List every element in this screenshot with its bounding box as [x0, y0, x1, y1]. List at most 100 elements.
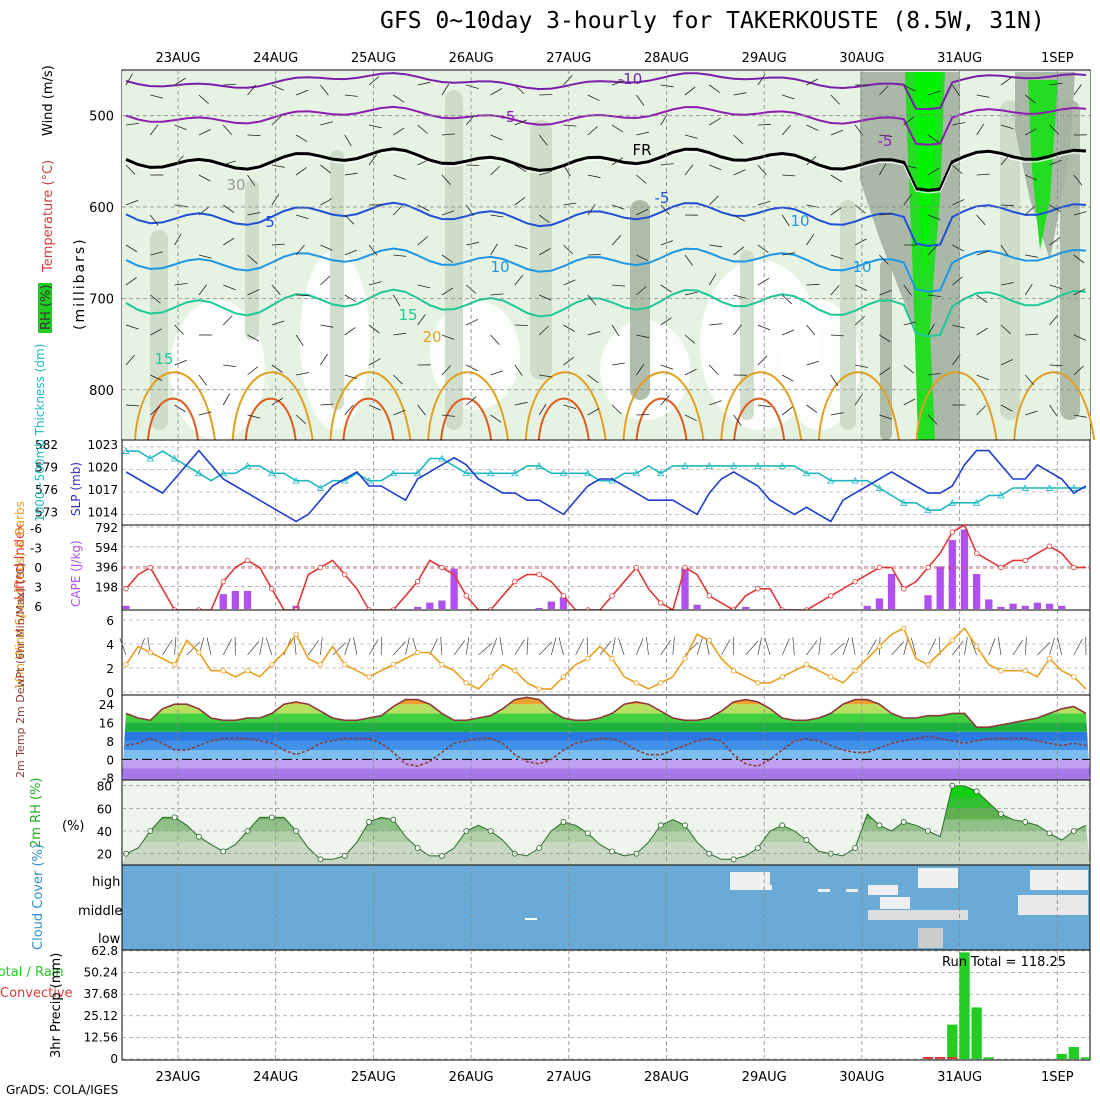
wind-speed-line-marker	[706, 637, 712, 644]
cape-bar	[863, 605, 871, 609]
thickness-line-marker	[754, 462, 762, 469]
wind10m-barb	[307, 640, 319, 656]
contour-20-arc	[720, 371, 803, 441]
wind-barb	[223, 237, 235, 246]
wind-barb	[757, 123, 771, 126]
wind10m-barb	[1057, 637, 1063, 656]
wind-barb	[611, 404, 622, 415]
precip-conv-bar	[947, 1057, 958, 1059]
contour-25-arc	[440, 397, 493, 441]
wind-barb	[466, 84, 479, 89]
wind-barb	[490, 414, 502, 423]
wind-barb	[611, 324, 620, 337]
wind-barb	[295, 89, 309, 96]
wind-barb	[1049, 82, 1063, 86]
thickness-line-marker	[851, 476, 859, 484]
wind-barb	[563, 244, 574, 255]
cape-bars	[122, 529, 1066, 609]
temp-tick: -8	[102, 772, 114, 786]
cape-bar	[547, 601, 555, 609]
wind-barb	[1000, 77, 1012, 86]
lifted-index-line-marker	[876, 564, 883, 571]
li-tick: 3	[34, 581, 42, 595]
wind-barb	[514, 196, 526, 206]
cape-bar	[1045, 603, 1054, 609]
precip-tick: 12.56	[84, 1030, 118, 1044]
cloud-panel: high middle low Cloud Cover (%)	[31, 844, 1091, 951]
wind-barb	[563, 75, 573, 86]
wind-barb	[1073, 211, 1087, 216]
thickness-line-marker	[997, 491, 1005, 499]
wind-barb	[563, 124, 577, 127]
cape-bar	[693, 604, 701, 609]
rh2m-marker	[317, 856, 324, 863]
wind-barb	[757, 404, 771, 408]
wind-barb	[709, 244, 723, 248]
cape-bar	[559, 597, 568, 609]
top-date-label: 26AUG	[449, 51, 494, 66]
wind10m-barb	[618, 637, 625, 656]
slp-line	[125, 449, 1087, 523]
wind-speed-line-marker	[196, 649, 202, 656]
wind-barb	[344, 134, 352, 147]
rh-tick: 60	[97, 802, 112, 816]
wind-barb	[636, 286, 647, 296]
rh2m-marker	[657, 822, 664, 829]
contour-label: FR	[632, 141, 651, 159]
rh-plume	[1000, 100, 1020, 420]
rh-brightest-zone	[915, 72, 940, 280]
precip-ticks: 62.8 50.24 37.68 25.12 12.56 0	[84, 944, 118, 1066]
cape-tick: 792	[95, 521, 118, 535]
wind10m-barb	[1037, 642, 1051, 656]
wind-barb	[636, 94, 645, 106]
rh-dry-patch	[430, 300, 520, 410]
wind-barb	[368, 244, 378, 256]
wind-barb	[125, 354, 135, 366]
wind-barb	[222, 393, 231, 406]
wind-barb	[563, 202, 577, 206]
precip-conv-bar	[935, 1057, 946, 1059]
wind-barb	[684, 134, 698, 139]
wind10m-barb	[499, 637, 504, 656]
lifted-index-line-marker	[147, 564, 154, 571]
wind-barb	[879, 134, 893, 137]
contour-20-arc	[134, 371, 216, 441]
wind-barb	[1049, 204, 1061, 213]
wind-barb	[684, 86, 696, 96]
wind-barb	[344, 327, 356, 336]
lifted-index-line-marker	[560, 593, 567, 599]
wind-barb	[830, 284, 840, 296]
slp-tick: 1017	[87, 483, 118, 497]
thickness-tick: 582	[35, 438, 58, 452]
thickness-line-marker	[292, 476, 300, 484]
slp-thickness-panel: 582 579 576 573 1023 1020 1017 1014 1000~500mb …	[33, 344, 1091, 526]
rh2m-marker	[973, 788, 980, 795]
wind-barb	[660, 395, 670, 406]
temp-band	[122, 768, 1090, 780]
wind-barb	[1024, 94, 1036, 104]
cape-bar	[924, 595, 932, 609]
wind-barb	[223, 284, 236, 291]
wind-barb	[612, 284, 626, 287]
wind-barb	[174, 359, 187, 366]
wind-barb	[927, 167, 940, 176]
wind-barb	[417, 284, 431, 289]
contour-freezing	[125, 147, 1087, 192]
bottom-date-label: 25AUG	[351, 1070, 396, 1085]
li-tick: 6	[34, 600, 42, 614]
wind-barb	[296, 372, 309, 376]
wind-barb	[782, 174, 796, 177]
run-total: Run Total = 118.25	[942, 955, 1066, 970]
wind-barb	[781, 406, 793, 416]
lifted-index-line-marker	[317, 564, 324, 571]
wind-barb	[441, 334, 455, 340]
contour-label: 5	[265, 213, 275, 231]
wind-barb	[174, 77, 186, 86]
wind-barb	[1025, 254, 1039, 258]
wind-barb	[830, 207, 842, 216]
wind-barb	[198, 411, 212, 416]
rh-plume	[1060, 100, 1080, 420]
wind-barb	[830, 412, 844, 416]
lifted-index-line-marker	[536, 571, 542, 578]
wind-barb	[466, 164, 480, 166]
